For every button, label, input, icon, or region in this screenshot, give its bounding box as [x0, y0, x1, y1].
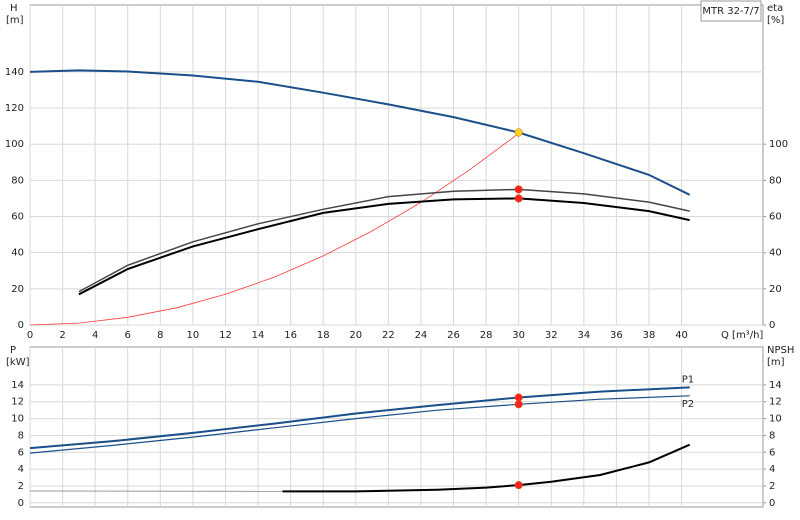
y2-axis-unit: [m]	[767, 357, 785, 368]
data-point	[514, 481, 523, 490]
y2-tick-label: 100	[769, 139, 788, 150]
x-tick-label: 8	[157, 330, 163, 341]
y2-tick-label: 8	[769, 430, 775, 441]
curve	[29, 133, 519, 326]
y2-tick-label: 2	[769, 481, 775, 492]
y-tick-label: 120	[5, 103, 24, 114]
curve	[29, 386, 690, 450]
x-tick-label: 2	[59, 330, 65, 341]
y-tick-label: 8	[18, 430, 24, 441]
y2-tick-label: 6	[769, 447, 775, 458]
y-axis-unit: [m]	[6, 15, 24, 26]
curve	[78, 197, 690, 296]
x-tick-label: 38	[643, 330, 656, 341]
y-tick-label: 0	[18, 498, 24, 509]
y2-tick-label: 10	[769, 414, 782, 425]
x-tick-label: 28	[480, 330, 493, 341]
x-tick-label: 18	[317, 330, 330, 341]
y2-tick-label: 4	[769, 464, 775, 475]
y2-tick-label: 80	[769, 175, 782, 186]
y-axis-unit: [kW]	[6, 357, 30, 368]
x-tick-label: 20	[349, 330, 362, 341]
y-tick-label: 10	[11, 414, 24, 425]
data-point	[514, 128, 523, 137]
x-tick-label: 10	[187, 330, 200, 341]
curve	[29, 395, 690, 454]
x-tick-label: 22	[382, 330, 395, 341]
x-tick-label: 14	[252, 330, 265, 341]
x-tick-label: 32	[545, 330, 558, 341]
y2-axis-label: eta	[767, 3, 783, 14]
y-tick-label: 14	[11, 380, 24, 391]
x-tick-label: 40	[675, 330, 688, 341]
y-tick-label: 2	[18, 481, 24, 492]
x-tick-label: 12	[219, 330, 232, 341]
y2-axis-unit: [%]	[767, 15, 784, 26]
y-tick-label: 80	[11, 175, 24, 186]
plot-area	[29, 346, 764, 508]
y-tick-label: 140	[5, 67, 24, 78]
x-tick-label: 34	[577, 330, 590, 341]
y2-tick-label: 12	[769, 397, 782, 408]
x-tick-label: 24	[415, 330, 428, 341]
y2-tick-label: 60	[769, 212, 782, 223]
y-axis-label: P	[10, 345, 16, 356]
y-tick-label: 60	[11, 212, 24, 223]
annotation-box	[700, 0, 762, 22]
y2-tick-label: 0	[769, 498, 775, 509]
annotation: MTR 32-7/7	[702, 6, 759, 17]
x-tick-label: 26	[447, 330, 460, 341]
x-tick-label: 4	[92, 330, 98, 341]
data-point	[514, 194, 523, 203]
plot-area	[29, 4, 764, 326]
y2-axis-label: NPSH	[767, 345, 794, 356]
x-tick-label: 36	[610, 330, 623, 341]
y2-tick-label: 14	[769, 380, 782, 391]
y-tick-label: 12	[11, 397, 24, 408]
series-label: P2	[682, 399, 694, 410]
y2-tick-label: 0	[769, 320, 775, 331]
data-point	[514, 185, 523, 194]
y2-tick-label: 20	[769, 284, 782, 295]
x-tick-label: 0	[27, 330, 33, 341]
y-tick-label: 100	[5, 139, 24, 150]
data-point	[514, 393, 523, 402]
x-tick-label: 16	[284, 330, 297, 341]
x-axis-label: Q [m³/h]	[721, 330, 763, 341]
curve	[78, 188, 690, 293]
data-point	[514, 400, 523, 409]
y2-tick-label: 40	[769, 248, 782, 259]
x-tick-label: 6	[125, 330, 131, 341]
y-tick-label: 0	[18, 320, 24, 331]
y-tick-label: 40	[11, 248, 24, 259]
x-tick-label: 30	[512, 330, 525, 341]
charts: 0 2 4 6 8 10 12 14 16 18 20 22 24 26 28 30 32 34 36 38 40020…	[5, 0, 794, 509]
series-label: P1	[682, 374, 694, 385]
y-tick-label: 20	[11, 284, 24, 295]
y-tick-label: 4	[18, 464, 24, 475]
curve	[29, 69, 691, 196]
y-axis-label: H	[10, 3, 18, 14]
y-tick-label: 6	[18, 447, 24, 458]
